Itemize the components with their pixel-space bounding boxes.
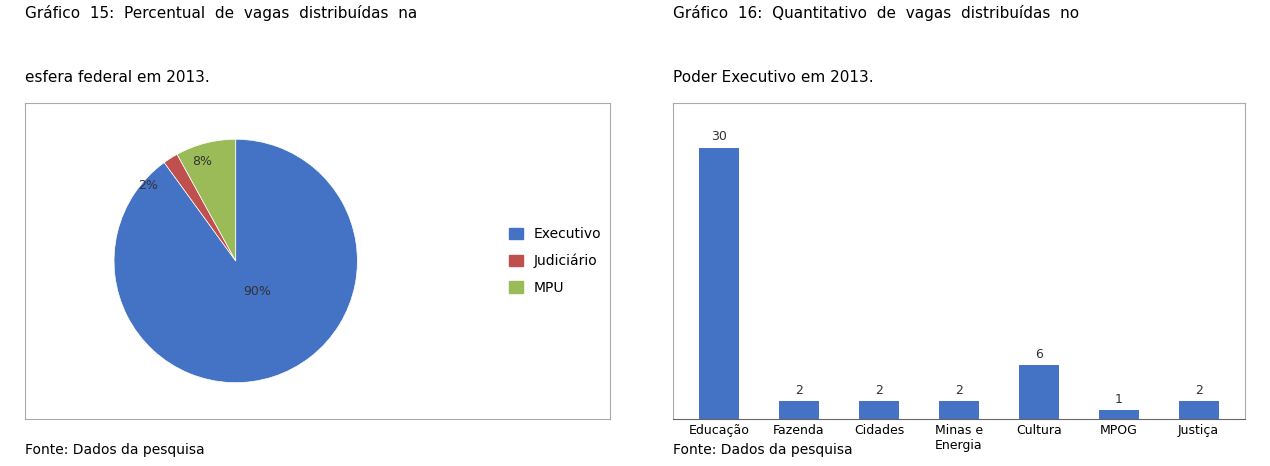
Text: 6: 6 — [1035, 348, 1043, 361]
Text: 1: 1 — [1115, 393, 1123, 406]
Legend: Executivo, Judiciário, MPU: Executivo, Judiciário, MPU — [503, 222, 607, 300]
Text: Fonte: Dados da pesquisa: Fonte: Dados da pesquisa — [25, 443, 204, 457]
Text: esfera federal em 2013.: esfera federal em 2013. — [25, 70, 210, 85]
Bar — [939, 401, 979, 419]
Text: 2: 2 — [1195, 384, 1203, 397]
Bar — [779, 401, 819, 419]
Text: 2: 2 — [955, 384, 963, 397]
Bar — [698, 148, 739, 419]
Text: Fonte: Dados da pesquisa: Fonte: Dados da pesquisa — [673, 443, 852, 457]
Bar — [1019, 365, 1059, 419]
Text: 2: 2 — [875, 384, 883, 397]
Text: 30: 30 — [711, 130, 726, 143]
Bar — [1099, 411, 1139, 419]
Text: 2: 2 — [795, 384, 803, 397]
Text: Gráfico  15:  Percentual  de  vagas  distribuídas  na: Gráfico 15: Percentual de vagas distribu… — [25, 5, 418, 21]
Text: Poder Executivo em 2013.: Poder Executivo em 2013. — [673, 70, 874, 85]
Text: Gráfico  16:  Quantitativo  de  vagas  distribuídas  no: Gráfico 16: Quantitativo de vagas distri… — [673, 5, 1080, 21]
Bar — [859, 401, 899, 419]
Bar — [1179, 401, 1219, 419]
